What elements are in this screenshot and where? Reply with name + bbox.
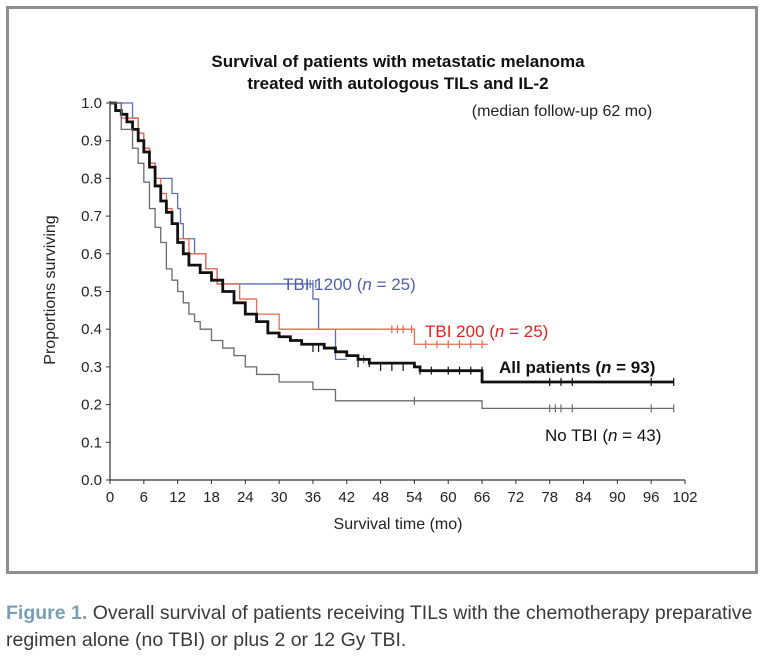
series-label-count: = 43) — [617, 426, 661, 445]
x-axis-label: Survival time (mo) — [334, 516, 463, 533]
x-tick-label: 84 — [575, 489, 592, 506]
x-tick-label: 66 — [474, 489, 491, 506]
series-label-tbi-1200: TBI 1200 (n = 25) — [283, 275, 416, 294]
series-label-tbi-200: TBI 200 (n = 25) — [425, 322, 548, 341]
x-tick-label: 42 — [338, 489, 355, 506]
y-tick-label: 0.8 — [81, 170, 102, 187]
x-tick-label: 102 — [672, 489, 697, 506]
y-tick-label: 0.6 — [81, 246, 102, 263]
caption-text: Overall survival of patients receiving T… — [6, 602, 753, 651]
series-label-n: n — [601, 358, 611, 377]
curve-all-patients — [110, 101, 674, 384]
curve-tbi-200 — [110, 102, 488, 345]
series-label-count: = 25) — [504, 322, 548, 341]
x-tick-label: 48 — [372, 489, 389, 506]
x-tick-label: 18 — [203, 489, 220, 506]
figure-label: Figure 1. — [6, 602, 88, 624]
x-tick-label: 6 — [140, 489, 148, 506]
x-tick-label: 12 — [169, 489, 186, 506]
x-tick-label: 78 — [541, 489, 558, 506]
axes: 0 6 12 18 24 30 36 42 48 54 60 66 72 78 84 90 96 102 0.0 0.… — [81, 95, 697, 506]
series-label-name: No TBI ( — [545, 426, 608, 445]
x-tick-label: 0 — [106, 489, 114, 506]
series-label-n: n — [362, 275, 371, 294]
x-tick-label: 72 — [508, 489, 525, 506]
chart-subtitle: (median follow-up 62 mo) — [472, 103, 653, 120]
y-tick-label: 0.1 — [81, 434, 102, 451]
y-tick-label: 0.3 — [81, 359, 102, 376]
chart-title-line-1: Survival of patients with metastatic mel… — [211, 52, 585, 71]
y-tick-label: 0.0 — [81, 472, 102, 489]
figure-caption: Figure 1. Overall survival of patients r… — [6, 600, 766, 654]
x-tick-label: 54 — [406, 489, 423, 506]
x-tick-label: 24 — [237, 489, 254, 506]
series-label-no-tbi: No TBI (n = 43) — [545, 426, 661, 445]
chart-title-line-2: treated with autologous TILs and IL-2 — [247, 74, 548, 93]
chart-panel — [6, 6, 758, 574]
y-tick-label: 0.7 — [81, 208, 102, 225]
y-tick-label: 0.9 — [81, 133, 102, 150]
curve-tbi-1200 — [110, 102, 347, 361]
series-label-n: n — [608, 426, 617, 445]
survival-chart: Survival of patients with metastatic mel… — [42, 52, 698, 533]
y-tick-label: 0.2 — [81, 397, 102, 414]
series-label-n: n — [495, 322, 504, 341]
series-label-name: All patients ( — [499, 358, 601, 377]
x-tick-label: 96 — [643, 489, 660, 506]
series-label-name: TBI 200 ( — [425, 322, 495, 341]
series-label-count: = 93) — [611, 358, 655, 377]
y-tick-label: 1.0 — [81, 95, 102, 112]
series-label-count: = 25) — [372, 275, 416, 294]
y-tick-label: 0.4 — [81, 321, 102, 338]
x-tick-label: 60 — [440, 489, 457, 506]
y-axis-label: Proportions surviving — [42, 215, 59, 364]
series-label-name: TBI 1200 ( — [283, 275, 363, 294]
x-tick-label: 30 — [271, 489, 288, 506]
y-tick-label: 0.5 — [81, 284, 102, 301]
x-tick-label: 36 — [305, 489, 322, 506]
survival-curves — [110, 101, 675, 413]
x-tick-label: 90 — [609, 489, 626, 506]
curve-no-tbi — [110, 102, 674, 410]
series-labels: TBI 1200 (n = 25)TBI 200 (n = 25)All pat… — [283, 275, 661, 445]
series-label-all-patients: All patients (n = 93) — [499, 358, 655, 377]
